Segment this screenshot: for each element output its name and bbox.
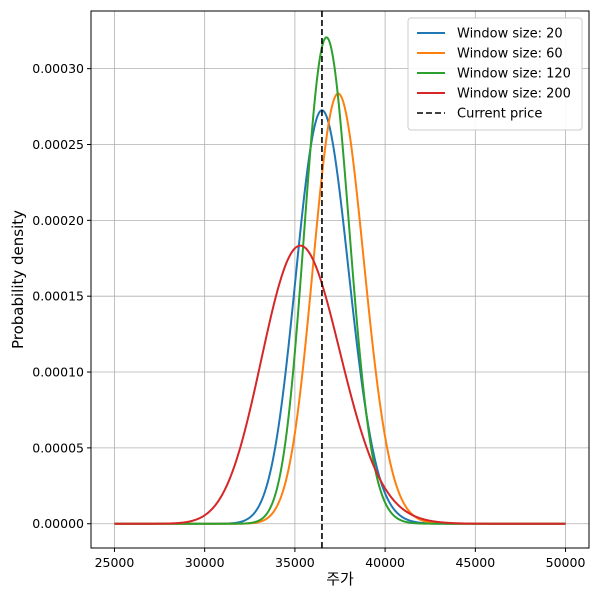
series-layer <box>113 36 567 525</box>
x-axis: 25000 30000 35000 40000 45000 50000 <box>95 548 586 570</box>
legend-label: Window size: 20 <box>457 27 563 42</box>
series-line-2 <box>113 92 567 525</box>
x-tick-label: 35000 <box>275 555 315 570</box>
y-tick-label: 0.00020 <box>32 213 84 228</box>
y-tick-label: 0.00015 <box>32 289 84 304</box>
legend-label: Window size: 200 <box>457 87 571 102</box>
legend-label: Window size: 60 <box>457 47 563 62</box>
x-tick-label: 40000 <box>365 555 405 570</box>
y-tick-label: 0.00030 <box>32 61 84 76</box>
legend: Window size: 20 Window size: 60 Window siz… <box>407 17 583 131</box>
y-axis-label: Probability density <box>9 210 27 349</box>
x-axis-label: 주가 <box>326 570 354 588</box>
series-line-1 <box>113 109 567 525</box>
x-tick-label: 25000 <box>95 555 135 570</box>
legend-label: Current price <box>457 107 542 122</box>
series-line-4 <box>113 244 567 525</box>
y-axis: 0.00000 0.00005 0.00010 0.00015 0.00020 0.000… <box>32 61 91 531</box>
x-tick-label: 45000 <box>455 555 495 570</box>
x-tick-label: 50000 <box>546 555 586 570</box>
y-tick-label: 0.00005 <box>32 440 84 455</box>
y-tick-label: 0.00025 <box>32 137 84 152</box>
y-tick-label: 0.00010 <box>32 365 84 380</box>
x-tick-label: 30000 <box>185 555 225 570</box>
legend-label: Window size: 120 <box>457 67 571 82</box>
y-tick-label: 0.00000 <box>32 516 84 531</box>
legend-box <box>407 17 583 131</box>
plot-frame <box>90 10 590 549</box>
